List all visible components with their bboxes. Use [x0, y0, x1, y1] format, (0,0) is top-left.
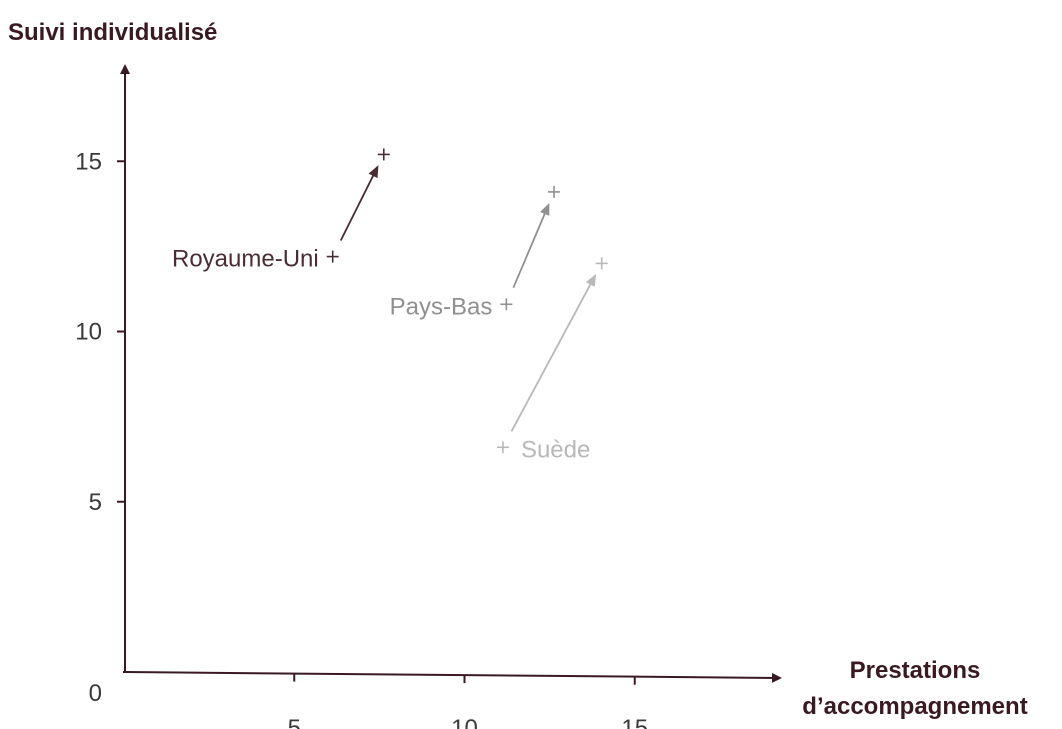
point-label: Pays-Bas: [390, 293, 493, 320]
end-point-marker: [377, 148, 390, 161]
y-tick-label: 5: [89, 489, 102, 516]
point-label: Suède: [521, 436, 590, 463]
y-tick-group: 0 5 10 15: [75, 148, 125, 707]
x-tick-label: 10: [451, 715, 478, 729]
end-point-marker: [548, 185, 561, 198]
start-point-marker: [326, 250, 339, 263]
x-axis-title-line-2: d’accompagnement: [802, 693, 1027, 720]
series-royaume-uni: Royaume-Uni: [172, 148, 390, 273]
trend-arrow: [510, 273, 597, 432]
start-point-marker: [500, 298, 513, 311]
x-tick-label: 5: [288, 715, 301, 729]
start-point-marker: [496, 441, 509, 454]
trend-arrow: [512, 202, 550, 289]
series-group: Royaume-Uni Pays-Bas Suède: [172, 148, 608, 463]
end-point-marker: [595, 257, 608, 270]
x-axis-title-line-1: Prestations: [850, 657, 981, 684]
x-axis-line: [122, 671, 782, 683]
point-label: Royaume-Uni: [172, 246, 319, 273]
x-tick-label: 15: [621, 715, 648, 729]
y-axis-title: Suivi individualisé: [8, 19, 217, 46]
y-tick-label: 10: [75, 319, 102, 346]
series-pays-bas: Pays-Bas: [390, 185, 561, 320]
series-su-de: Suède: [496, 257, 608, 463]
y-tick-label: 0: [89, 680, 102, 707]
x-tick-group: 5 10 15: [288, 673, 648, 729]
y-tick-label: 15: [75, 148, 102, 175]
trend-arrow: [339, 165, 379, 241]
